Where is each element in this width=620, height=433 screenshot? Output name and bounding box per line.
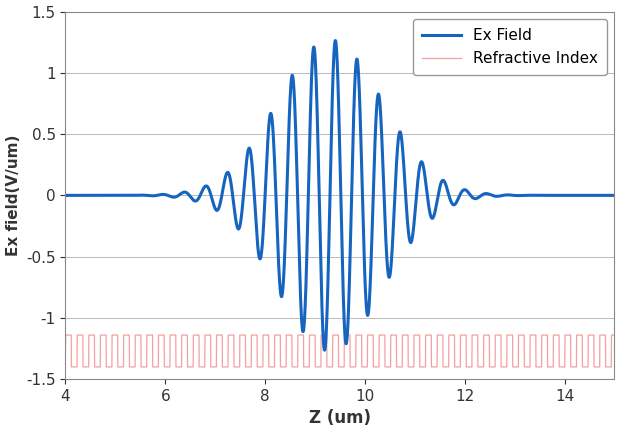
Refractive Index [64,333,72,338]
Refractive Index [611,333,618,338]
Y-axis label: Ex field(V/um): Ex field(V/um) [6,135,20,256]
Refractive Index [62,349,69,354]
Ex Field [84,193,92,198]
Ex Field [95,193,102,198]
Refractive Index [582,364,589,369]
Legend: Ex Field, Refractive Index: Ex Field, Refractive Index [413,19,607,75]
Refractive Index [169,333,177,338]
Ex Field [611,193,618,198]
X-axis label: Z (um): Z (um) [309,410,371,427]
Ex Field [582,193,589,198]
Refractive Index [95,364,102,369]
Line: Refractive Index: Refractive Index [66,335,614,367]
Refractive Index [330,333,338,338]
Ex Field [169,194,177,200]
Ex Field [332,38,339,43]
Refractive Index [84,364,92,369]
Ex Field [330,52,338,57]
Refractive Index [62,333,69,338]
Ex Field [62,193,69,198]
Line: Ex Field: Ex Field [66,41,614,350]
Ex Field [64,193,72,198]
Refractive Index [68,364,75,369]
Ex Field [321,348,329,353]
